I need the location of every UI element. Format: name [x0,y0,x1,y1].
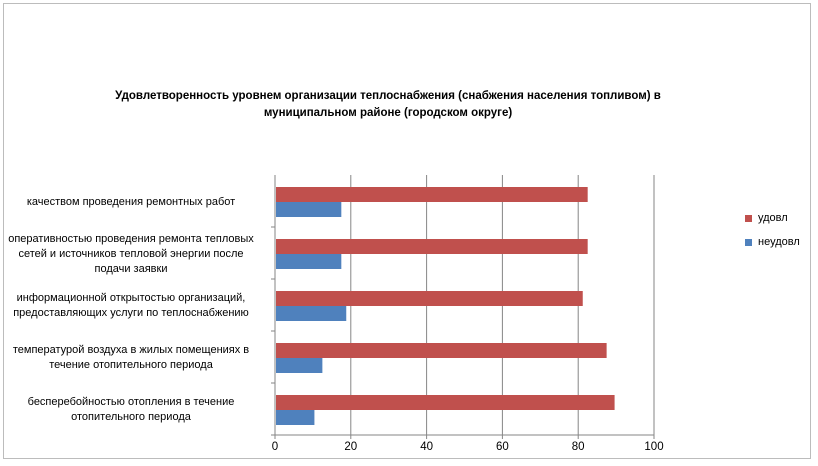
legend-label: удовл [758,212,788,224]
x-tick-label: 60 [495,441,509,453]
chart-title: Удовлетворенность уровнем организации те… [80,88,696,122]
legend-swatch [745,214,752,222]
bar-neudovl [276,202,342,217]
legend-label: неудовл [758,236,800,248]
category-label-line: предоставляющих услуги по теплоснабжению [13,307,249,319]
bar-neudovl [276,254,342,269]
category-label-line: течение отопительного периода [49,359,213,371]
legend-item-udovl: удовл [745,212,788,224]
category-label-line: сетей и источников тепловой энергии посл… [18,247,244,260]
title-line: муниципальном районе (городском округе) [263,107,513,119]
category-label-line: качеством проведения ремонтных работ [26,195,236,208]
bar-udovl [276,395,615,410]
legend-swatch [745,238,752,246]
bar-udovl [276,291,583,306]
category-label-line: подачи заявки [94,262,168,275]
title-line: Удовлетворенность уровнем организации те… [115,90,661,102]
category-label-line: отопительного периода [71,411,191,423]
x-tick-label: 0 [271,441,279,453]
x-tick-label: 100 [644,441,664,453]
category-label: температурой воздуха в жилых помещениях … [0,343,266,373]
x-tick-label: 40 [420,441,433,453]
category-label: качеством проведения ремонтных работ [0,195,266,210]
category-label-line: информационной открытостью организаций, [16,292,246,304]
category-label: информационной открытостью организаций, п… [0,291,266,321]
bar-udovl [276,343,607,358]
bar-udovl [276,187,588,202]
category-label: оперативностью проведения ремонта теплов… [0,232,266,277]
category-label-line: оперативностью проведения ремонта теплов… [8,232,254,245]
category-label: бесперебойностью отопления в течение отоп… [0,395,266,425]
category-label-line: бесперебойностью отопления в течение [27,396,235,408]
bar-neudovl [276,358,323,373]
x-tick-label: 20 [344,441,358,453]
bar-neudovl [276,410,315,425]
bar-neudovl [276,306,347,321]
category-label-line: температурой воздуха в жилых помещениях … [12,344,250,356]
bar-udovl [276,239,588,254]
legend-item-neudovl: неудовл [745,236,800,248]
chart-frame [3,3,811,459]
x-tick-label: 80 [571,441,585,453]
